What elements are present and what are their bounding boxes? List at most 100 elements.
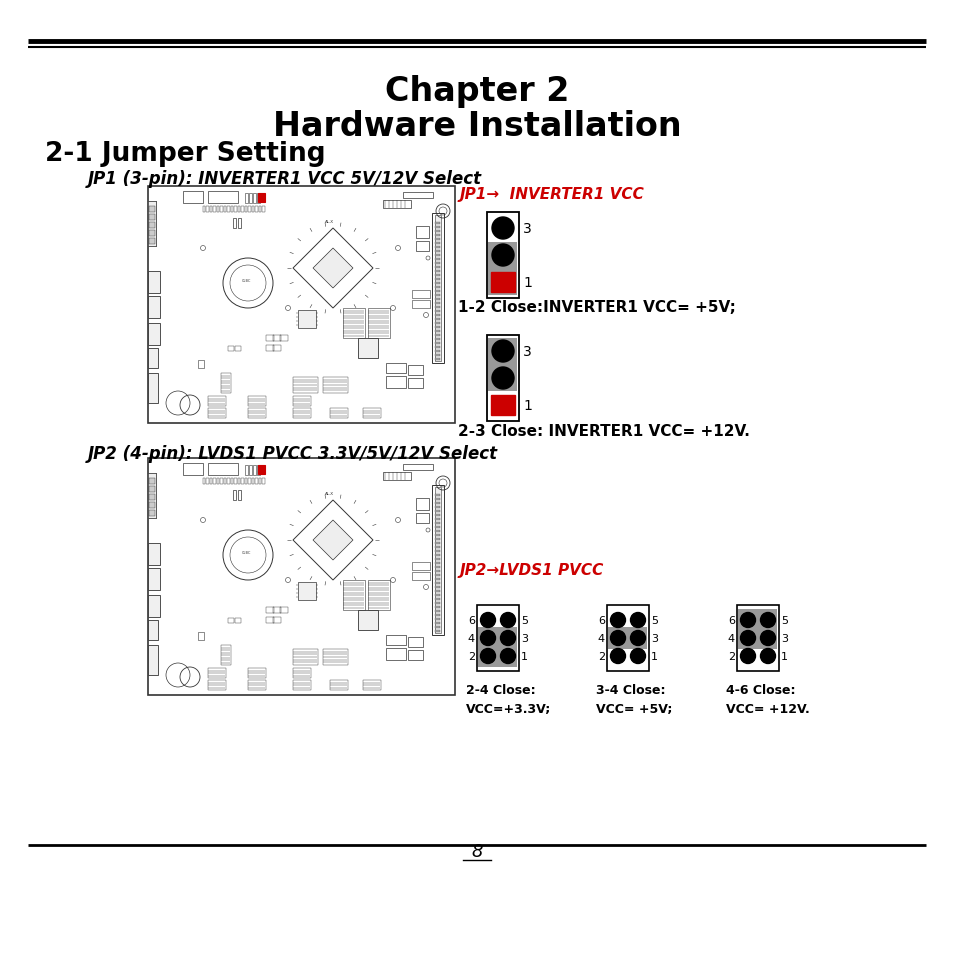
- Bar: [234, 618, 241, 623]
- Text: 2: 2: [467, 651, 475, 661]
- Circle shape: [760, 631, 775, 646]
- Bar: [148, 202, 156, 247]
- Bar: [297, 311, 315, 329]
- Bar: [227, 478, 230, 484]
- Bar: [221, 645, 231, 665]
- Bar: [248, 409, 266, 418]
- Bar: [435, 350, 440, 353]
- Text: JP1 (3-pin): INVERTER1 VCC 5V/12V Select: JP1 (3-pin): INVERTER1 VCC 5V/12V Select: [88, 170, 481, 188]
- Bar: [208, 680, 226, 690]
- Bar: [435, 330, 440, 333]
- Bar: [323, 377, 348, 394]
- Bar: [253, 193, 255, 204]
- Bar: [257, 193, 265, 203]
- Bar: [435, 506, 440, 509]
- Bar: [266, 607, 274, 614]
- Bar: [435, 278, 440, 281]
- Bar: [435, 630, 440, 633]
- Bar: [435, 554, 440, 557]
- Bar: [435, 234, 440, 236]
- Bar: [435, 502, 440, 504]
- Bar: [386, 364, 406, 374]
- Circle shape: [492, 245, 514, 267]
- Bar: [432, 213, 443, 364]
- Bar: [256, 465, 260, 476]
- Bar: [248, 478, 251, 484]
- Bar: [149, 502, 154, 509]
- Bar: [273, 346, 281, 352]
- Bar: [257, 465, 265, 475]
- Bar: [737, 605, 779, 671]
- Bar: [262, 478, 265, 484]
- Bar: [412, 573, 430, 580]
- Bar: [245, 193, 248, 204]
- Bar: [293, 377, 317, 394]
- Bar: [256, 193, 260, 204]
- Bar: [233, 219, 235, 229]
- Bar: [435, 271, 440, 273]
- Bar: [488, 243, 517, 295]
- Bar: [266, 335, 274, 341]
- Bar: [435, 546, 440, 548]
- Bar: [149, 231, 154, 236]
- Bar: [738, 609, 777, 631]
- Text: 4: 4: [727, 634, 734, 643]
- Bar: [368, 309, 390, 338]
- Circle shape: [610, 649, 625, 664]
- Bar: [435, 510, 440, 513]
- Bar: [357, 338, 377, 358]
- Text: 8: 8: [471, 842, 482, 861]
- Bar: [435, 266, 440, 269]
- Bar: [231, 207, 233, 213]
- Bar: [363, 680, 380, 690]
- Bar: [208, 396, 226, 407]
- Bar: [435, 302, 440, 305]
- Bar: [148, 324, 160, 346]
- Bar: [435, 314, 440, 316]
- Bar: [435, 614, 440, 617]
- Bar: [258, 207, 261, 213]
- Text: 2-4 Close:
VCC=+3.3V;: 2-4 Close: VCC=+3.3V;: [465, 683, 551, 716]
- Bar: [435, 626, 440, 628]
- Text: 6: 6: [598, 616, 604, 625]
- Bar: [435, 358, 440, 360]
- Polygon shape: [313, 520, 353, 560]
- Bar: [402, 193, 433, 199]
- Bar: [266, 346, 274, 352]
- Bar: [435, 322, 440, 325]
- Bar: [435, 590, 440, 593]
- Bar: [266, 618, 274, 623]
- Bar: [408, 378, 422, 389]
- Bar: [435, 594, 440, 597]
- Text: 2-3 Close: INVERTER1 VCC= +12V.: 2-3 Close: INVERTER1 VCC= +12V.: [457, 423, 749, 438]
- Bar: [237, 491, 241, 500]
- Bar: [149, 478, 154, 484]
- Circle shape: [480, 613, 495, 628]
- Bar: [486, 335, 518, 421]
- Bar: [273, 618, 281, 623]
- Bar: [408, 650, 422, 660]
- Text: Hardware Installation: Hardware Installation: [273, 110, 680, 142]
- Bar: [206, 478, 209, 484]
- Bar: [435, 246, 440, 249]
- Bar: [435, 622, 440, 624]
- Bar: [435, 282, 440, 285]
- Bar: [363, 409, 380, 418]
- Circle shape: [610, 613, 625, 628]
- Bar: [435, 570, 440, 573]
- Bar: [198, 360, 204, 369]
- Bar: [478, 645, 517, 667]
- Circle shape: [740, 613, 755, 628]
- Bar: [241, 478, 244, 484]
- Bar: [386, 648, 406, 660]
- Bar: [149, 495, 154, 500]
- Bar: [435, 326, 440, 329]
- Bar: [220, 478, 223, 484]
- Bar: [435, 574, 440, 577]
- Bar: [408, 638, 422, 647]
- Bar: [148, 596, 160, 618]
- Bar: [220, 207, 223, 213]
- Bar: [216, 207, 219, 213]
- Bar: [248, 680, 266, 690]
- Bar: [435, 494, 440, 497]
